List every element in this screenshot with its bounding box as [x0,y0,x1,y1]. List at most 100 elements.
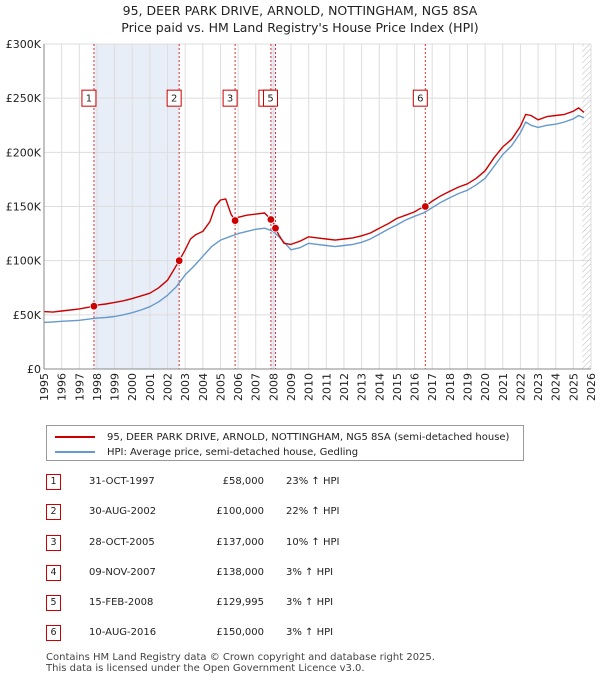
row-number-badge: 6 [46,625,61,641]
row-price: £138,000 [216,567,264,578]
x-tick-label: 1995 [38,373,51,401]
y-tick-label: £300K [6,38,42,51]
x-tick-label: 2003 [179,373,192,401]
table-row: 4 09-NOV-2007 £138,000 3% ↑ HPI [46,565,386,583]
x-tick-label: 1998 [91,373,104,401]
x-tick-label: 2019 [461,373,474,401]
x-tick-label: 2001 [144,373,157,401]
y-tick-label: £0 [27,363,41,376]
chart-title: 95, DEER PARK DRIVE, ARNOLD, NOTTINGHAM,… [0,2,600,36]
y-tick-label: £150K [6,201,42,214]
x-tick-label: 2016 [409,373,422,401]
hpi-series-line [43,114,585,324]
transaction-point [271,223,280,233]
row-number-badge: 3 [46,535,61,551]
footer-line-2: This data is licensed under the Open Gov… [46,663,365,674]
x-tick-label: 2024 [550,373,563,401]
x-tick-label: 2021 [497,373,510,401]
marker-label-text: 3 [227,94,233,105]
x-tick-label: 2011 [320,373,333,401]
row-number-badge: 5 [46,595,61,611]
x-tick-label: 2006 [232,373,245,401]
legend: 95, DEER PARK DRIVE, ARNOLD, NOTTINGHAM,… [46,425,524,461]
marker-label-box [222,89,238,107]
x-tick-label: 2002 [162,373,175,401]
row-number-badge: 2 [46,504,61,520]
title-line-2: Price paid vs. HM Land Registry's House … [121,20,479,35]
legend-red-line [55,436,95,438]
marker-label-box [412,89,428,107]
row-hpi: 3% ↑ HPI [286,597,334,608]
table-row: 6 10-AUG-2016 £150,000 3% ↑ HPI [46,625,386,643]
row-hpi: 10% ↑ HPI [286,537,340,548]
transaction-marker-label: 3 [222,89,238,107]
footer-credit: Contains HM Land Registry data © Crown c… [46,652,435,674]
row-price: £58,000 [222,476,264,487]
x-tick-label: 2013 [356,373,369,401]
x-tick-label: 1996 [56,373,69,401]
x-tick-label: 2017 [426,373,439,401]
x-tick-label: 2022 [514,373,527,401]
property-series-line [43,107,585,313]
row-price: £150,000 [216,627,264,638]
transaction-marker-label: 5 [263,89,279,107]
row-hpi: 23% ↑ HPI [286,476,340,487]
table-row: 3 28-OCT-2005 £137,000 10% ↑ HPI [46,535,386,553]
x-tick-label: 2018 [444,373,457,401]
row-number-badge: 1 [46,474,61,490]
row-hpi: 22% ↑ HPI [286,506,340,517]
transaction-marker-label: 1 [81,89,97,107]
x-tick-label: 1997 [73,373,86,401]
row-hpi: 3% ↑ HPI [286,567,334,578]
row-date: 09-NOV-2007 [89,567,156,578]
x-tick-label: 2008 [267,373,280,401]
row-number-badge: 4 [46,565,61,581]
transaction-point [421,202,430,211]
x-tick-label: 2020 [479,373,492,401]
x-tick-label: 2015 [391,373,404,401]
transaction-marker-label: 6 [412,89,428,107]
marker-label-text: 5 [267,94,273,105]
y-tick-label: £200K [6,146,42,159]
table-row: 1 31-OCT-1997 £58,000 23% ↑ HPI [46,474,386,492]
table-row: 5 15-FEB-2008 £129,995 3% ↑ HPI [46,595,386,613]
legend-item-hpi: HPI: Average price, semi-detached house,… [55,445,358,459]
y-tick-label: £250K [6,92,42,105]
x-tick-label: 2004 [197,373,210,401]
marker-label-text: 6 [417,94,423,105]
x-tick-label: 2007 [250,373,263,401]
row-hpi: 3% ↑ HPI [286,627,334,638]
transaction-point [89,301,99,311]
marker-label-text: 1 [86,94,92,105]
title-line-1: 95, DEER PARK DRIVE, ARNOLD, NOTTINGHAM,… [122,3,478,18]
row-date: 31-OCT-1997 [89,476,155,487]
row-price: £100,000 [216,506,264,517]
legend-hpi-label: HPI: Average price, semi-detached house,… [107,446,359,458]
row-date: 30-AUG-2002 [89,506,157,517]
legend-item-property: 95, DEER PARK DRIVE, ARNOLD, NOTTINGHAM,… [55,430,509,444]
row-date: 28-OCT-2005 [89,537,155,548]
transaction-point [174,256,184,265]
footer-line-1: Contains HM Land Registry data © Crown c… [46,652,435,663]
transaction-point [230,216,240,225]
price-chart: 123456 £0£50K£100K£150K£200K£250K£300K19… [6,38,598,401]
transaction-point [266,215,276,224]
x-tick-label: 2014 [373,373,386,401]
marker-label-box [81,89,97,107]
x-tick-label: 2009 [285,373,298,401]
x-tick-label: 2010 [303,373,316,401]
x-tick-label: 2012 [338,373,351,401]
marker-label-box [166,89,182,107]
row-price: £137,000 [216,537,264,548]
y-tick-label: £50K [13,309,42,322]
marker-label-text: 2 [171,94,177,105]
marker-label-box [263,89,279,107]
legend-blue-line [55,451,95,453]
row-date: 10-AUG-2016 [89,627,157,638]
x-tick-label: 2026 [585,373,598,401]
y-tick-label: £100K [6,255,42,268]
x-tick-label: 2023 [532,373,545,401]
table-row: 2 30-AUG-2002 £100,000 22% ↑ HPI [46,504,386,522]
x-tick-label: 2025 [567,373,580,401]
x-tick-label: 1999 [109,373,122,401]
